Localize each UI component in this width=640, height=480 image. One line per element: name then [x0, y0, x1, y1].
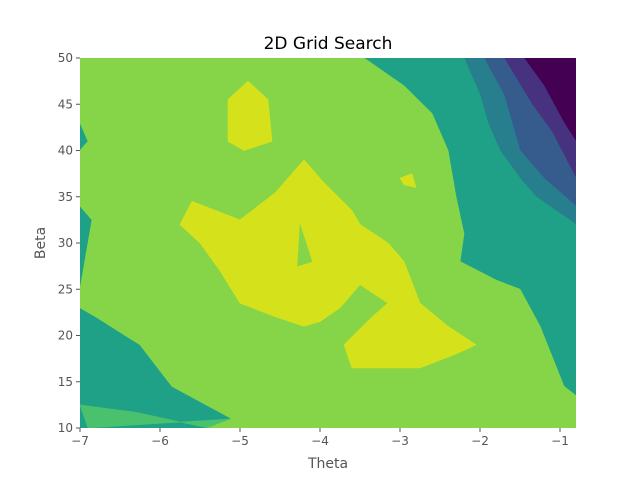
y-axis-label: Beta [33, 227, 49, 259]
y-tick-label: 10 [58, 421, 73, 435]
contour-region-level-7 [399, 173, 417, 188]
chart-title: 2D Grid Search [264, 34, 393, 54]
contour-region-level-6 [297, 224, 313, 267]
y-axis-ticks: 10 15 20 25 30 35 40 45 50 [58, 51, 80, 435]
contour-region-level-7 [179, 159, 477, 369]
x-tick-label: −2 [471, 434, 489, 448]
contour-regions [80, 58, 576, 428]
x-tick-label: −6 [151, 434, 169, 448]
x-tick-label: −1 [551, 434, 569, 448]
y-tick-label: 15 [58, 375, 73, 389]
y-tick-label: 50 [58, 51, 73, 65]
y-tick-label: 20 [58, 329, 73, 343]
x-tick-label: −7 [71, 434, 89, 448]
y-tick-label: 40 [58, 144, 73, 158]
contour-region-level-7 [227, 80, 273, 151]
x-tick-label: −4 [311, 434, 329, 448]
y-tick-label: 45 [58, 97, 73, 111]
y-tick-label: 30 [58, 236, 73, 250]
x-tick-label: −5 [231, 434, 249, 448]
x-axis-ticks: −7 −6 −5 −4 −3 −2 −1 [71, 428, 569, 448]
x-axis-label: Theta [307, 456, 348, 472]
y-tick-label: 25 [58, 282, 73, 296]
y-tick-label: 35 [58, 190, 73, 204]
x-tick-label: −3 [391, 434, 409, 448]
